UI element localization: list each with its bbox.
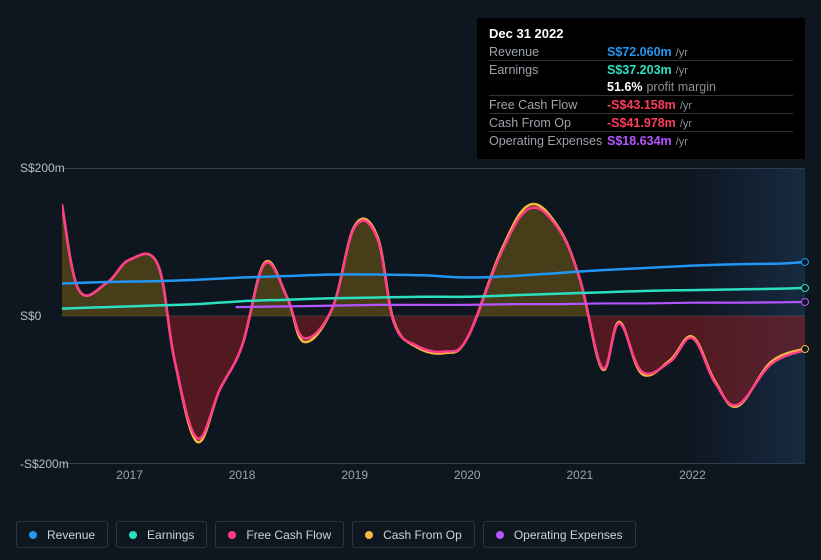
tooltip-value: S$37.203m [607,63,672,77]
legend-swatch [365,531,373,539]
x-tick-label: 2020 [454,468,481,482]
legend-item-cash_from_op[interactable]: Cash From Op [352,521,475,548]
legend-label: Revenue [47,528,95,542]
x-tick-label: 2022 [679,468,706,482]
tooltip-row: Operating ExpensesS$18.634m/yr [489,131,793,149]
x-tick-label: 2018 [229,468,256,482]
x-tick-label: 2021 [566,468,593,482]
tooltip-unit: /yr [676,47,688,59]
legend-label: Cash From Op [383,528,462,542]
tooltip-subvalue: 51.6% [607,80,642,94]
legend-item-fcf[interactable]: Free Cash Flow [215,521,344,548]
tooltip-row: RevenueS$72.060m/yr [489,43,793,60]
tooltip-value: -S$43.158m [607,98,676,112]
legend-label: Earnings [147,528,194,542]
tooltip-row: Free Cash Flow-S$43.158m/yr [489,95,793,113]
y-tick-label: S$200m [20,161,65,175]
legend-swatch [496,531,504,539]
tooltip-date: Dec 31 2022 [489,26,793,41]
legend-item-revenue[interactable]: Revenue [16,521,108,548]
y-tick-label: -S$200m [20,457,69,471]
end-marker-earnings [801,284,809,292]
end-marker-opex [801,298,809,306]
chart-container: Dec 31 2022 RevenueS$72.060m/yrEarningsS… [0,0,821,560]
end-marker-revenue [801,258,809,266]
tooltip-value: S$18.634m [607,134,672,148]
tooltip-label: Earnings [489,63,607,77]
chart-svg [62,168,805,464]
x-axis: 2017 2018 2019 2020 2021 2022 [62,468,805,484]
legend-label: Operating Expenses [514,528,623,542]
tooltip-value: S$72.060m [607,45,672,59]
tooltip-unit: /yr [676,65,688,77]
tooltip-row: EarningsS$37.203m/yr [489,60,793,78]
legend-swatch [129,531,137,539]
end-marker-cash_from_op [801,345,809,353]
legend-swatch [29,531,37,539]
x-tick-label: 2019 [341,468,368,482]
y-tick-label: S$0 [20,309,41,323]
tooltip-row: 51.6% profit margin [489,78,793,95]
x-tick-label: 2017 [116,468,143,482]
tooltip-label: Cash From Op [489,116,607,130]
tooltip-label: Free Cash Flow [489,98,607,112]
tooltip-row: Cash From Op-S$41.978m/yr [489,113,793,131]
legend-item-earnings[interactable]: Earnings [116,521,207,548]
tooltip-label: Operating Expenses [489,134,607,148]
tooltip-value: -S$41.978m [607,116,676,130]
legend-label: Free Cash Flow [246,528,331,542]
tooltip-note: profit margin [646,80,715,94]
tooltip-unit: /yr [680,100,692,112]
tooltip-unit: /yr [676,136,688,148]
data-tooltip: Dec 31 2022 RevenueS$72.060m/yrEarningsS… [477,18,805,159]
series-revenue [62,262,805,283]
legend-swatch [228,531,236,539]
tooltip-label: Revenue [489,45,607,59]
legend: Revenue Earnings Free Cash Flow Cash From O… [16,521,636,548]
financials-chart: 2017 2018 2019 2020 2021 2022 S$200m S$0 -S$200… [16,158,805,504]
tooltip-unit: /yr [680,118,692,130]
plot-area[interactable] [62,168,805,464]
legend-item-opex[interactable]: Operating Expenses [483,521,636,548]
